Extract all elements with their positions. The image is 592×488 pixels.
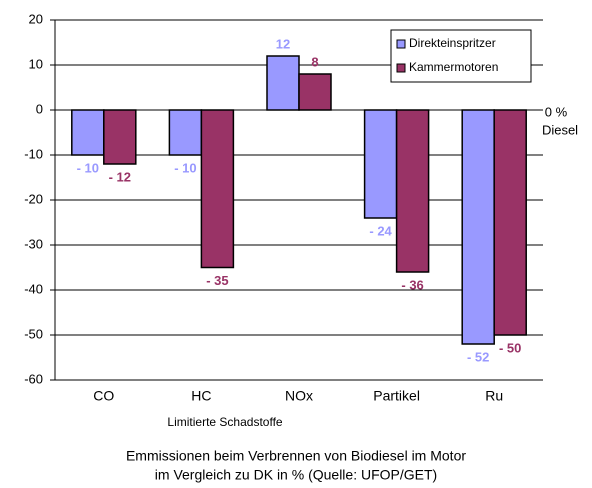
y-tick-label: -10 bbox=[24, 146, 43, 161]
legend-swatch bbox=[396, 39, 406, 49]
y-tick-label: -60 bbox=[24, 371, 43, 386]
x-axis-label: Limitierte Schadstoffe bbox=[167, 415, 282, 429]
value-label: - 10 bbox=[77, 160, 99, 175]
y-tick-label: -30 bbox=[24, 236, 43, 251]
value-label: - 12 bbox=[109, 169, 131, 184]
caption: im Vergleich zu DK in % (Quelle: UFOP/GE… bbox=[155, 467, 437, 483]
bar bbox=[395, 109, 430, 273]
value-label: - 35 bbox=[206, 273, 228, 288]
bar bbox=[168, 109, 203, 156]
value-label: - 50 bbox=[499, 340, 521, 355]
value-label: - 10 bbox=[174, 160, 196, 175]
legend-swatch bbox=[396, 63, 406, 73]
x-tick-label: Ru bbox=[485, 388, 503, 404]
y-tick-label: -40 bbox=[24, 281, 43, 296]
bar bbox=[200, 109, 235, 269]
value-label: 12 bbox=[276, 36, 290, 51]
value-label: - 36 bbox=[401, 277, 423, 292]
annotation: Diesel bbox=[542, 122, 578, 137]
legend-box bbox=[390, 29, 532, 83]
value-label: 8 bbox=[311, 54, 318, 69]
legend-label: Direkteinspritzer bbox=[409, 36, 496, 50]
bar bbox=[298, 73, 332, 111]
value-label: - 24 bbox=[369, 223, 392, 238]
bar bbox=[103, 109, 137, 165]
y-tick-label: 0 bbox=[36, 101, 43, 116]
bar bbox=[266, 55, 300, 111]
y-tick-label: -50 bbox=[24, 326, 43, 341]
caption: Emmissionen beim Verbrennen von Biodiese… bbox=[126, 448, 466, 464]
legend-label: Kammermotoren bbox=[409, 60, 498, 74]
bar bbox=[461, 109, 495, 345]
x-tick-label: Partikel bbox=[373, 388, 420, 404]
bar bbox=[363, 109, 398, 219]
x-tick-label: HC bbox=[191, 388, 211, 404]
y-tick-label: 20 bbox=[29, 11, 43, 26]
x-tick-label: NOx bbox=[285, 388, 313, 404]
value-label: - 52 bbox=[467, 349, 489, 364]
annotation: 0 % bbox=[545, 104, 568, 119]
bar bbox=[493, 109, 527, 336]
bar bbox=[71, 109, 105, 156]
y-tick-label: 10 bbox=[29, 56, 43, 71]
x-tick-label: CO bbox=[93, 388, 114, 404]
y-tick-label: -20 bbox=[24, 191, 43, 206]
